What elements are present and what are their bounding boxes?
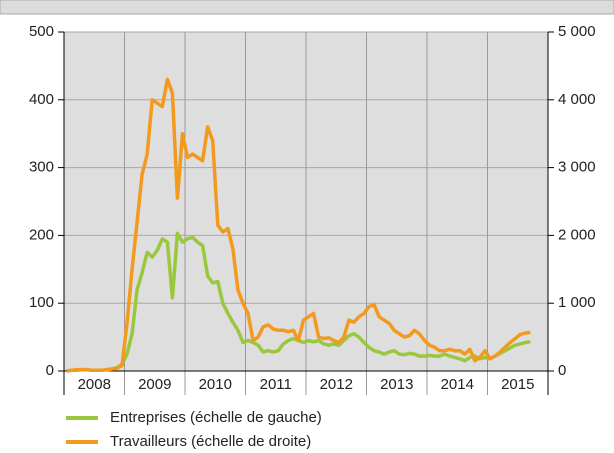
y2-tick-label: 4 000 [558, 91, 596, 108]
y2-tick-label: 5 000 [558, 23, 596, 40]
y2-tick-label: 2 000 [558, 226, 596, 243]
x-tick-label: 2012 [320, 376, 353, 393]
x-tick-label: 2009 [138, 376, 171, 393]
y-tick-label: 200 [29, 226, 54, 243]
y-tick-label: 300 [29, 159, 54, 176]
header-strip [0, 0, 614, 15]
x-tick-label: 2008 [78, 376, 111, 393]
x-tick-label: 2014 [441, 376, 474, 393]
x-tick-label: 2013 [380, 376, 413, 393]
y2-tick-label: 0 [558, 362, 566, 379]
x-tick-label: 2010 [199, 376, 232, 393]
x-tick-label: 2015 [501, 376, 534, 393]
y-tick-label: 400 [29, 91, 54, 108]
y2-tick-label: 1 000 [558, 294, 596, 311]
legend-label: Travailleurs (échelle de droite) [110, 433, 311, 450]
y-tick-label: 0 [46, 362, 54, 379]
x-tick-label: 2011 [260, 376, 292, 393]
y2-tick-label: 3 000 [558, 159, 596, 176]
legend-label: Entreprises (échelle de gauche) [110, 409, 322, 426]
series-line [66, 77, 531, 373]
y-tick-label: 500 [29, 23, 54, 40]
y-tick-label: 100 [29, 294, 54, 311]
